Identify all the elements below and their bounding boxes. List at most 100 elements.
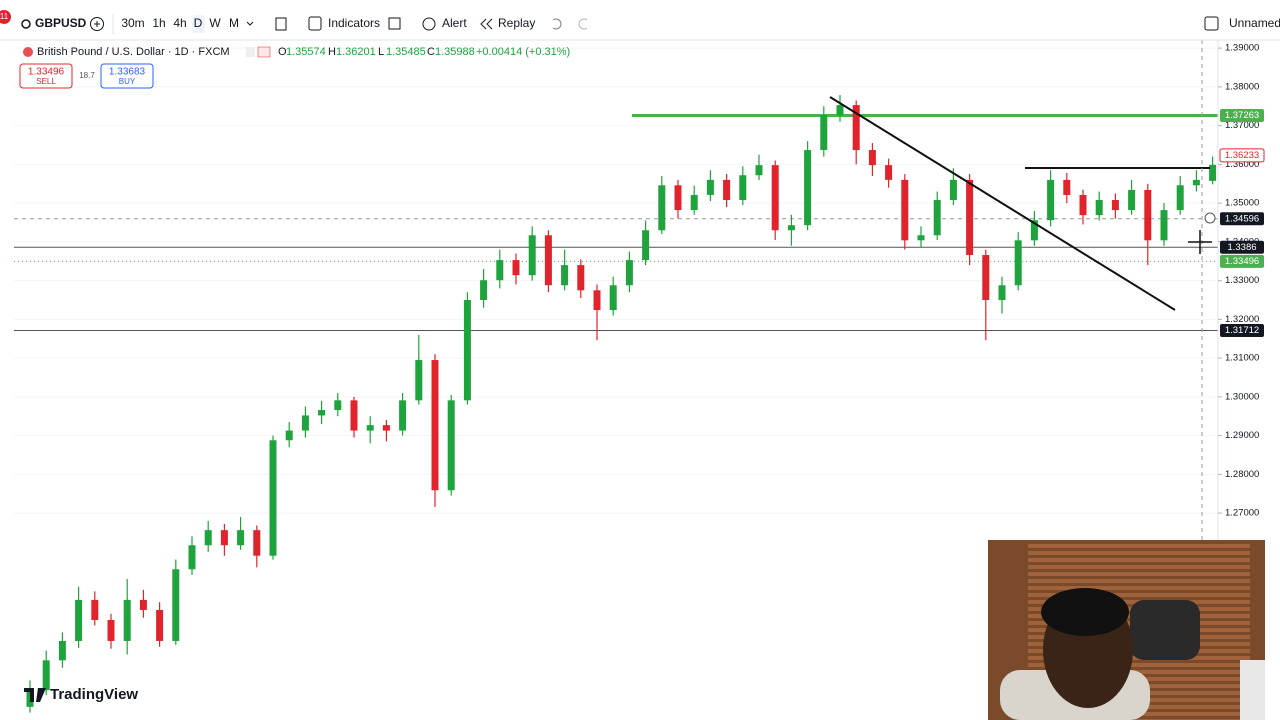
interval-button[interactable]: D (194, 16, 203, 30)
ohlc-value: 1.35574 (286, 46, 326, 58)
legend-flag[interactable] (257, 46, 271, 58)
y-tick-label: 1.33000 (1225, 275, 1259, 286)
chart-type-icon[interactable] (275, 17, 287, 31)
legend-toggle[interactable] (246, 47, 255, 57)
candle-body (1144, 189, 1152, 241)
indicators-button[interactable]: Indicators (328, 16, 380, 30)
candle-body (1192, 179, 1200, 186)
candle-body (1030, 220, 1038, 241)
interval-button[interactable]: 4h (173, 16, 186, 30)
candle-body (204, 530, 212, 546)
price-label-box (1220, 240, 1264, 254)
interval-menu[interactable] (246, 21, 254, 26)
buy-button[interactable] (100, 63, 154, 89)
indicators-icon[interactable] (308, 16, 322, 31)
blind-slat (1028, 670, 1250, 674)
price-label: 1.36233 (1225, 150, 1259, 161)
y-tick-label: 1.39000 (1225, 43, 1259, 54)
candle-body (1095, 200, 1103, 216)
y-tick-label: 1.38000 (1225, 81, 1259, 92)
price-label: 1.34596 (1225, 213, 1259, 224)
legend-title: British Pound / U.S. Dollar · 1D · FXCM (37, 46, 230, 58)
candle-body (561, 265, 569, 286)
templates-icon[interactable] (388, 17, 401, 30)
redo[interactable] (578, 18, 588, 30)
crosshair-add[interactable] (1204, 212, 1216, 224)
ohlc-value: 1.35988 (435, 46, 475, 58)
interval-button[interactable]: W (209, 16, 221, 30)
logo-mark (24, 688, 46, 702)
blind-slat (1028, 551, 1250, 555)
candle-body (512, 260, 520, 276)
candle-body (480, 280, 488, 300)
candle-body (771, 165, 779, 231)
candle-body (1063, 179, 1071, 195)
layout-name[interactable]: Unnamed (1229, 16, 1280, 30)
candle-body (237, 530, 245, 546)
candle-body (820, 115, 828, 151)
candle-body (1160, 210, 1168, 241)
search-icon[interactable] (21, 19, 31, 29)
replay-icon[interactable] (480, 18, 493, 30)
ohlc-label: L (378, 46, 384, 58)
interval-button[interactable]: 30m (121, 16, 144, 30)
candle-body (350, 400, 358, 431)
logo: TradingView (50, 686, 138, 703)
candle-body (42, 660, 50, 691)
interval-button[interactable]: 1h (152, 16, 165, 30)
y-tick-label: 1.29000 (1225, 430, 1259, 441)
y-tick-label: 1.35000 (1225, 198, 1259, 209)
candle-body (901, 179, 909, 241)
candle-body (836, 105, 844, 116)
intervals: 30m 1h 4h D W M (121, 16, 239, 30)
candle-body (123, 599, 131, 641)
interval-button[interactable]: M (229, 16, 239, 30)
alert-button[interactable]: Alert (442, 16, 467, 30)
candle-body (528, 235, 536, 276)
candle-body (318, 410, 326, 416)
alert-icon[interactable] (422, 17, 436, 31)
price-label: 1.31712 (1225, 325, 1259, 336)
y-tick-label: 1.32000 (1225, 314, 1259, 325)
candle-body (1079, 194, 1087, 216)
drawings (829, 40, 1216, 540)
symbol[interactable]: GBPUSD (35, 16, 87, 30)
sell-button[interactable] (19, 63, 73, 89)
symbol-flag (23, 47, 33, 57)
candle-body (690, 194, 698, 211)
candle-body (982, 255, 990, 300)
candle-body (188, 545, 196, 570)
candle-body (949, 179, 957, 201)
candle-body (1176, 185, 1184, 211)
compare-icon[interactable] (90, 17, 104, 31)
blind-slat (1028, 579, 1250, 583)
toolbar (0, 0, 1280, 40)
candle-body (496, 260, 504, 281)
price-label: 1.3386 (1227, 242, 1256, 253)
badge-dot (0, 10, 11, 24)
y-tick-label: 1.36000 (1225, 159, 1259, 170)
undo[interactable] (552, 18, 562, 30)
candle-body (156, 609, 164, 641)
candle-body (804, 150, 812, 226)
grid-layer (14, 47, 1218, 514)
candle-body (917, 235, 925, 241)
candle-body (1111, 200, 1119, 211)
chair (1130, 600, 1200, 660)
ohlc-value: 1.36201 (336, 46, 376, 58)
sell-label: SELL (36, 77, 56, 86)
y-tick-label: 1.28000 (1225, 469, 1259, 480)
candle-body (577, 265, 585, 291)
layout-icon[interactable] (1204, 16, 1219, 31)
replay-button[interactable]: Replay (498, 16, 535, 30)
candle-body (609, 285, 617, 311)
ohlc-label: O (278, 46, 287, 58)
candle-body (285, 430, 293, 441)
candle-body (399, 400, 407, 431)
candle-body (220, 530, 228, 546)
candle-body (431, 360, 439, 491)
ohlc-label: C (427, 46, 435, 58)
candle-body (885, 165, 893, 180)
trend-line[interactable] (829, 96, 1176, 311)
